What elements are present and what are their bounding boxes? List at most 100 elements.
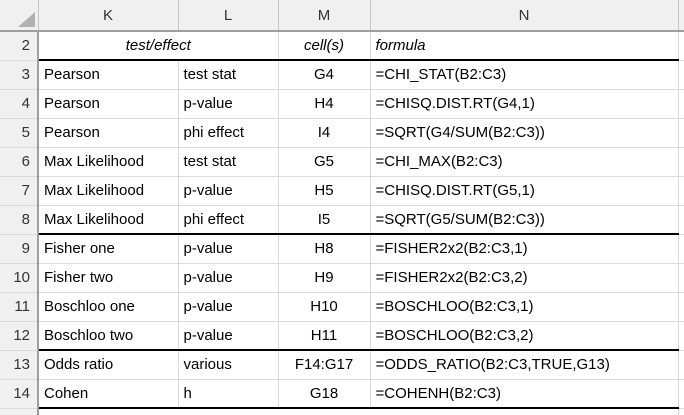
row-header-9[interactable]: 9 [0, 234, 39, 264]
table-row: 12 Boschloo two p-value H11 =BOSCHLOO(B2:C3,… [0, 321, 684, 351]
cell-formula[interactable]: =SQRT(G5/SUM(B2:C3)) [370, 205, 679, 235]
cell-test-name[interactable]: Fisher one [38, 234, 179, 264]
row-header-7[interactable]: 7 [0, 176, 39, 206]
cell-test-name[interactable]: Fisher two [38, 263, 179, 293]
cell-test-name[interactable]: Cohen [38, 379, 179, 409]
grid-filler [678, 263, 684, 293]
cell-test-name[interactable]: Boschloo one [38, 292, 179, 322]
cell-effect-type[interactable]: test stat [178, 60, 279, 90]
column-header-filler [678, 0, 684, 32]
cell-test-name[interactable]: Pearson [38, 118, 179, 148]
cell-reference[interactable]: I5 [278, 205, 371, 235]
cell-formula[interactable]: =BOSCHLOO(B2:C3,1) [370, 292, 679, 322]
table-row: 4 Pearson p-value H4 =CHISQ.DIST.RT(G4,1) [0, 89, 684, 119]
table-row: 8 Max Likelihood phi effect I5 =SQRT(G5/SUM(… [0, 205, 684, 235]
column-header-N[interactable]: N [370, 0, 679, 32]
grid-filler [678, 176, 684, 206]
cell-reference[interactable]: H11 [278, 321, 371, 351]
cell-test-name[interactable]: Odds ratio [38, 350, 179, 380]
row-header-6[interactable]: 6 [0, 147, 39, 177]
grid-filler [678, 205, 684, 235]
row-header-8[interactable]: 8 [0, 205, 39, 235]
cell-effect-type[interactable]: p-value [178, 321, 279, 351]
cell-test-name[interactable]: Max Likelihood [38, 176, 179, 206]
partial-row-15 [0, 408, 684, 415]
grid-filler [678, 118, 684, 148]
cell-K2-test-effect-label[interactable]: test/effect [38, 31, 279, 61]
row-header-4[interactable]: 4 [0, 89, 39, 119]
grid-filler [678, 31, 684, 61]
table-row: 3 Pearson test stat G4 =CHI_STAT(B2:C3) [0, 60, 684, 90]
cell-formula[interactable]: =FISHER2x2(B2:C3,2) [370, 263, 679, 293]
cell-formula[interactable]: =SQRT(G4/SUM(B2:C3)) [370, 118, 679, 148]
select-all-corner[interactable] [0, 0, 39, 32]
cell-effect-type[interactable]: p-value [178, 176, 279, 206]
cell-test-name[interactable]: Max Likelihood [38, 147, 179, 177]
table-row: 9 Fisher one p-value H8 =FISHER2x2(B2:C3,1) [0, 234, 684, 264]
cell-formula[interactable]: =CHISQ.DIST.RT(G4,1) [370, 89, 679, 119]
sheet-row-2: 2 test/effect cell(s) formula [0, 31, 684, 61]
cell-reference[interactable]: I4 [278, 118, 371, 148]
cell-effect-type[interactable]: phi effect [178, 205, 279, 235]
cell-formula[interactable]: =CHI_STAT(B2:C3) [370, 60, 679, 90]
cell-reference[interactable]: H5 [278, 176, 371, 206]
cell-effect-type[interactable]: p-value [178, 292, 279, 322]
grid-filler [678, 234, 684, 264]
table-row: 14 Cohen h G18 =COHENH(B2:C3) [0, 379, 684, 409]
table-row: 11 Boschloo one p-value H10 =BOSCHLOO(B2:C3,… [0, 292, 684, 322]
row-header-2[interactable]: 2 [0, 31, 39, 61]
column-header-L[interactable]: L [178, 0, 279, 32]
grid-filler [678, 408, 684, 415]
row-header-partial [0, 408, 39, 415]
column-header-K[interactable]: K [38, 0, 179, 32]
cell-M2-cells-label[interactable]: cell(s) [278, 31, 371, 61]
cell-formula[interactable]: =BOSCHLOO(B2:C3,2) [370, 321, 679, 351]
table-row: 13 Odds ratio various F14:G17 =ODDS_RATIO(B2… [0, 350, 684, 380]
cell-formula[interactable]: =ODDS_RATIO(B2:C3,TRUE,G13) [370, 350, 679, 380]
grid-filler [678, 60, 684, 90]
cell-effect-type[interactable]: phi effect [178, 118, 279, 148]
row-header-12[interactable]: 12 [0, 321, 39, 351]
cell-test-name[interactable]: Pearson [38, 60, 179, 90]
cell-reference[interactable]: F14:G17 [278, 350, 371, 380]
cell-effect-type[interactable]: p-value [178, 263, 279, 293]
grid-filler [678, 350, 684, 380]
cell-test-name[interactable]: Pearson [38, 89, 179, 119]
cell-reference[interactable]: H8 [278, 234, 371, 264]
row-header-3[interactable]: 3 [0, 60, 39, 90]
row-header-14[interactable]: 14 [0, 379, 39, 409]
cell-effect-type[interactable]: p-value [178, 89, 279, 119]
cell-test-name[interactable]: Boschloo two [38, 321, 179, 351]
cell-reference[interactable]: H4 [278, 89, 371, 119]
cell-formula[interactable]: =CHI_MAX(B2:C3) [370, 147, 679, 177]
table-row: 10 Fisher two p-value H9 =FISHER2x2(B2:C3,2) [0, 263, 684, 293]
table-row: 7 Max Likelihood p-value H5 =CHISQ.DIST.RT(G… [0, 176, 684, 206]
cell-effect-type[interactable]: h [178, 379, 279, 409]
row-header-5[interactable]: 5 [0, 118, 39, 148]
cell-formula[interactable]: =FISHER2x2(B2:C3,1) [370, 234, 679, 264]
row-header-13[interactable]: 13 [0, 350, 39, 380]
row-header-11[interactable]: 11 [0, 292, 39, 322]
cell-reference[interactable]: G18 [278, 379, 371, 409]
grid-filler [678, 147, 684, 177]
cell-formula[interactable]: =COHENH(B2:C3) [370, 379, 679, 409]
cell-effect-type[interactable]: test stat [178, 147, 279, 177]
cell-reference[interactable]: H10 [278, 292, 371, 322]
cell-reference[interactable]: H9 [278, 263, 371, 293]
table-row: 5 Pearson phi effect I4 =SQRT(G4/SUM(B2:C3)) [0, 118, 684, 148]
cell-reference[interactable]: G4 [278, 60, 371, 90]
cell-test-name[interactable]: Max Likelihood [38, 205, 179, 235]
row-header-10[interactable]: 10 [0, 263, 39, 293]
partial-cells [38, 408, 679, 415]
cell-N2-formula-label[interactable]: formula [370, 31, 679, 61]
cell-reference[interactable]: G5 [278, 147, 371, 177]
cell-effect-type[interactable]: various [178, 350, 279, 380]
select-all-triangle-icon [17, 12, 35, 27]
cell-effect-type[interactable]: p-value [178, 234, 279, 264]
column-header-M[interactable]: M [278, 0, 371, 32]
cell-formula[interactable]: =CHISQ.DIST.RT(G5,1) [370, 176, 679, 206]
grid-filler [678, 321, 684, 351]
